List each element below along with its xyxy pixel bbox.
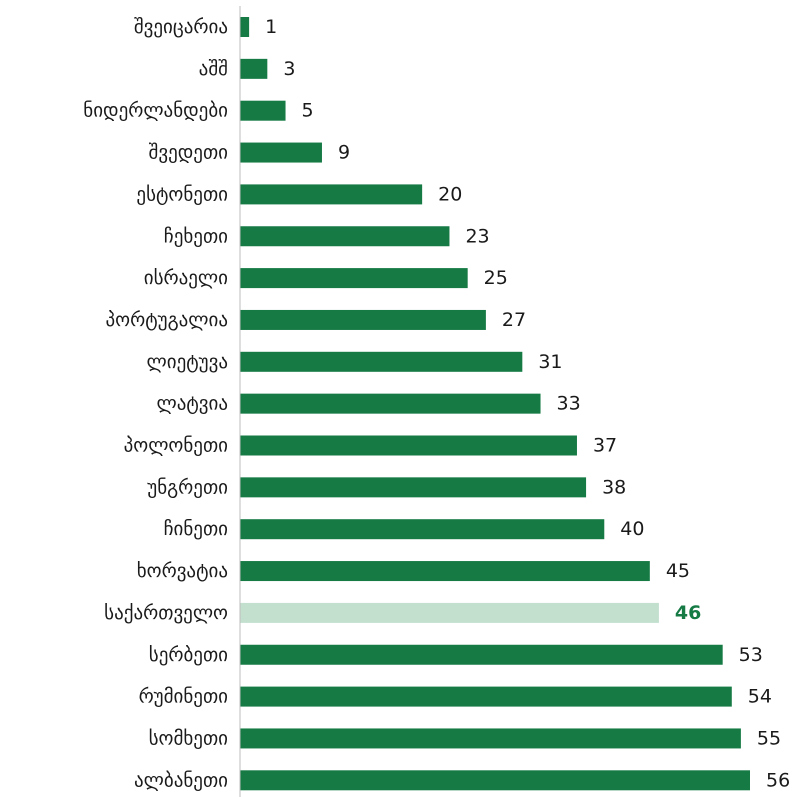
category-label: ალბანეთი [134,769,228,791]
bar-1 [240,58,268,79]
category-label: ჩინეთი [164,518,228,540]
bar-17 [240,728,741,749]
bar-14 [240,602,659,623]
value-label: 37 [593,435,617,457]
category-label: სომხეთი [149,727,228,749]
bar-8 [240,351,523,372]
category-label: ლატვია [156,393,228,415]
bar-16 [240,686,732,707]
value-label: 25 [484,267,508,289]
value-label: 55 [757,727,781,749]
category-label: სერბეთი [149,644,228,666]
category-label: პორტუგალია [106,309,228,331]
category-label: ისრაელი [144,267,228,289]
bar-7 [240,309,486,330]
labels-group: შვეიცარია 1 აშშ 3 ნიდერლანდები 5 შვედეთი 9 ესტონ… [83,16,790,791]
bars-group [240,17,750,791]
category-label: უნგრეთი [147,476,228,498]
bar-15 [240,644,723,665]
value-label: 1 [265,16,277,38]
value-label: 33 [557,393,581,415]
category-label: ნიდერლანდები [83,100,228,122]
category-label: ესტონეთი [136,183,228,205]
bar-5 [240,226,450,247]
value-label: 56 [766,769,790,791]
bar-12 [240,519,605,540]
value-label: 20 [438,183,462,205]
bar-13 [240,561,650,582]
category-label: აშშ [199,58,228,80]
bar-10 [240,435,577,456]
category-label: საქართველო [104,602,228,624]
category-label: შვეიცარია [134,16,228,38]
bar-3 [240,142,322,163]
category-label: ჩეხეთი [164,225,228,247]
category-label: ლიეტუვა [147,351,228,373]
value-label: 38 [602,476,626,498]
value-label: 23 [465,225,489,247]
category-label: ხორვატია [137,560,228,582]
value-label: 27 [502,309,526,331]
value-label: 31 [538,351,562,373]
bar-9 [240,393,541,414]
value-label: 3 [283,58,295,80]
value-label: 40 [620,518,644,540]
category-label: რუმინეთი [139,686,228,708]
bar-0 [240,17,250,37]
value-label: 5 [302,100,314,122]
bar-2 [240,100,286,121]
value-label: 53 [739,644,763,666]
value-label: 54 [748,686,772,708]
category-label: შვედეთი [149,142,228,164]
value-label: 9 [338,142,350,164]
bar-4 [240,184,423,205]
bar-18 [240,770,750,791]
bar-6 [240,268,468,289]
value-label: 45 [666,560,690,582]
category-label: პოლონეთი [124,435,228,457]
value-label: 46 [675,602,701,624]
bar-11 [240,477,587,498]
